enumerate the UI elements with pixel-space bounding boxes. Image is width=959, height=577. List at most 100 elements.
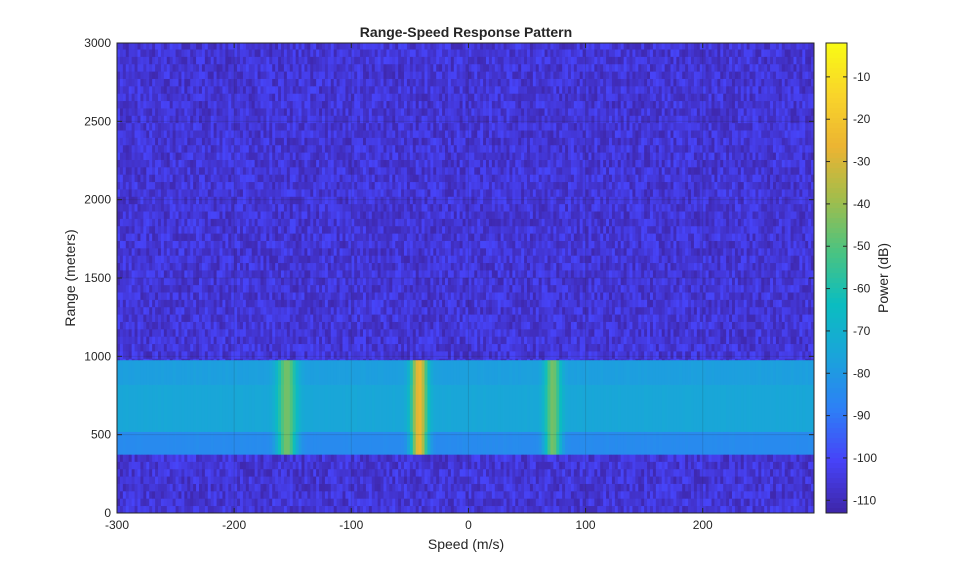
heatmap-cell <box>477 277 481 286</box>
heatmap-cell <box>292 505 297 514</box>
heatmap-cell <box>462 270 466 278</box>
heatmap-cell <box>550 299 554 308</box>
heatmap-cell <box>377 358 381 361</box>
heatmap-cell <box>767 505 771 514</box>
heatmap-cell <box>269 468 273 477</box>
heatmap-cell <box>368 490 373 499</box>
heatmap-cell <box>494 461 499 470</box>
heatmap-cell <box>201 328 206 337</box>
heatmap-cell <box>793 490 797 499</box>
heatmap-cell <box>644 306 648 315</box>
heatmap-cell <box>322 328 326 337</box>
heatmap-cell <box>611 314 616 322</box>
heatmap-cell <box>231 498 235 507</box>
heatmap-cell <box>169 454 174 462</box>
heatmap-cell <box>363 328 367 337</box>
heatmap-cell <box>178 306 182 315</box>
heatmap-cell <box>614 468 619 477</box>
heatmap-cell <box>655 321 660 330</box>
heatmap-cell <box>538 343 543 352</box>
heatmap-cell <box>576 284 581 293</box>
heatmap-cell <box>688 343 692 352</box>
heatmap-cell <box>143 505 147 514</box>
heatmap-cell <box>225 336 229 345</box>
heatmap-cell <box>556 461 560 470</box>
heatmap-cell <box>234 292 238 300</box>
heatmap-cell <box>163 476 168 484</box>
heatmap-cell <box>755 505 759 514</box>
heatmap-cell <box>427 476 431 484</box>
heatmap-cell <box>263 454 267 462</box>
heatmap-cell <box>260 461 264 470</box>
heatmap-cell <box>140 343 144 352</box>
heatmap-cell <box>242 358 247 361</box>
heatmap-cell <box>380 498 384 507</box>
heatmap-cell <box>339 292 343 300</box>
heatmap-cell <box>196 292 200 300</box>
heatmap-cell <box>752 277 756 286</box>
heatmap-cell <box>635 328 639 337</box>
heatmap-cell <box>535 292 540 300</box>
heatmap-cell <box>553 343 557 352</box>
heatmap-cell <box>260 468 264 477</box>
heatmap-cell <box>310 336 314 345</box>
heatmap-cell <box>219 270 223 278</box>
heatmap-cell <box>611 270 616 278</box>
heatmap-cell <box>579 461 584 470</box>
heatmap-cell <box>427 351 431 359</box>
heatmap-cell <box>474 343 478 352</box>
heatmap-cell <box>459 284 463 293</box>
heatmap-cell <box>406 461 411 470</box>
heatmap-cell <box>263 476 267 484</box>
heatmap-cell <box>313 336 317 345</box>
heatmap-cell <box>459 461 463 470</box>
heatmap-cell <box>196 483 200 492</box>
heatmap-cell <box>714 328 718 337</box>
heatmap-cell <box>644 277 648 286</box>
heatmap-cell <box>433 490 437 499</box>
heatmap-cell <box>793 351 797 359</box>
heatmap-cell <box>691 270 695 278</box>
heatmap-cell <box>158 343 162 352</box>
heatmap-cell <box>158 490 162 499</box>
heatmap-cell <box>658 336 663 345</box>
heatmap-cell <box>286 351 291 359</box>
heatmap-cell <box>512 454 516 462</box>
heatmap-cell <box>732 454 736 462</box>
heatmap-cell <box>538 270 543 278</box>
heatmap-cell <box>562 299 566 308</box>
heatmap-cell <box>445 505 449 514</box>
heatmap-cell <box>178 321 182 330</box>
heatmap-cell <box>626 299 630 308</box>
heatmap-cell <box>767 461 771 470</box>
heatmap-cell <box>764 306 768 315</box>
heatmap-cell <box>784 336 789 345</box>
heatmap-cell <box>486 292 490 300</box>
heatmap-cell <box>401 314 405 322</box>
heatmap-cell <box>521 336 525 345</box>
heatmap-cell <box>395 351 399 359</box>
heatmap-cell <box>547 306 551 315</box>
heatmap-cell <box>269 277 273 286</box>
heatmap-cell <box>348 351 352 359</box>
heatmap-cell <box>324 284 329 293</box>
heatmap-cell <box>298 498 302 507</box>
heatmap-cell <box>140 328 144 337</box>
heatmap-cell <box>720 292 724 300</box>
heatmap-cell <box>573 498 578 507</box>
heatmap-cell <box>515 321 519 330</box>
heatmap-cell <box>764 358 768 361</box>
heatmap-cell <box>304 343 308 352</box>
heatmap-cell <box>418 299 422 308</box>
heatmap-cell <box>149 454 153 462</box>
heatmap-cell <box>216 321 220 330</box>
heatmap-cell <box>723 468 727 477</box>
heatmap-cell <box>122 284 127 293</box>
heatmap-cell <box>811 454 815 462</box>
heatmap-cell <box>509 314 513 322</box>
heatmap-cell <box>348 358 352 361</box>
heatmap-cell <box>629 468 633 477</box>
heatmap-cell <box>802 343 806 352</box>
heatmap-cell <box>606 454 610 462</box>
heatmap-cell <box>515 343 519 352</box>
